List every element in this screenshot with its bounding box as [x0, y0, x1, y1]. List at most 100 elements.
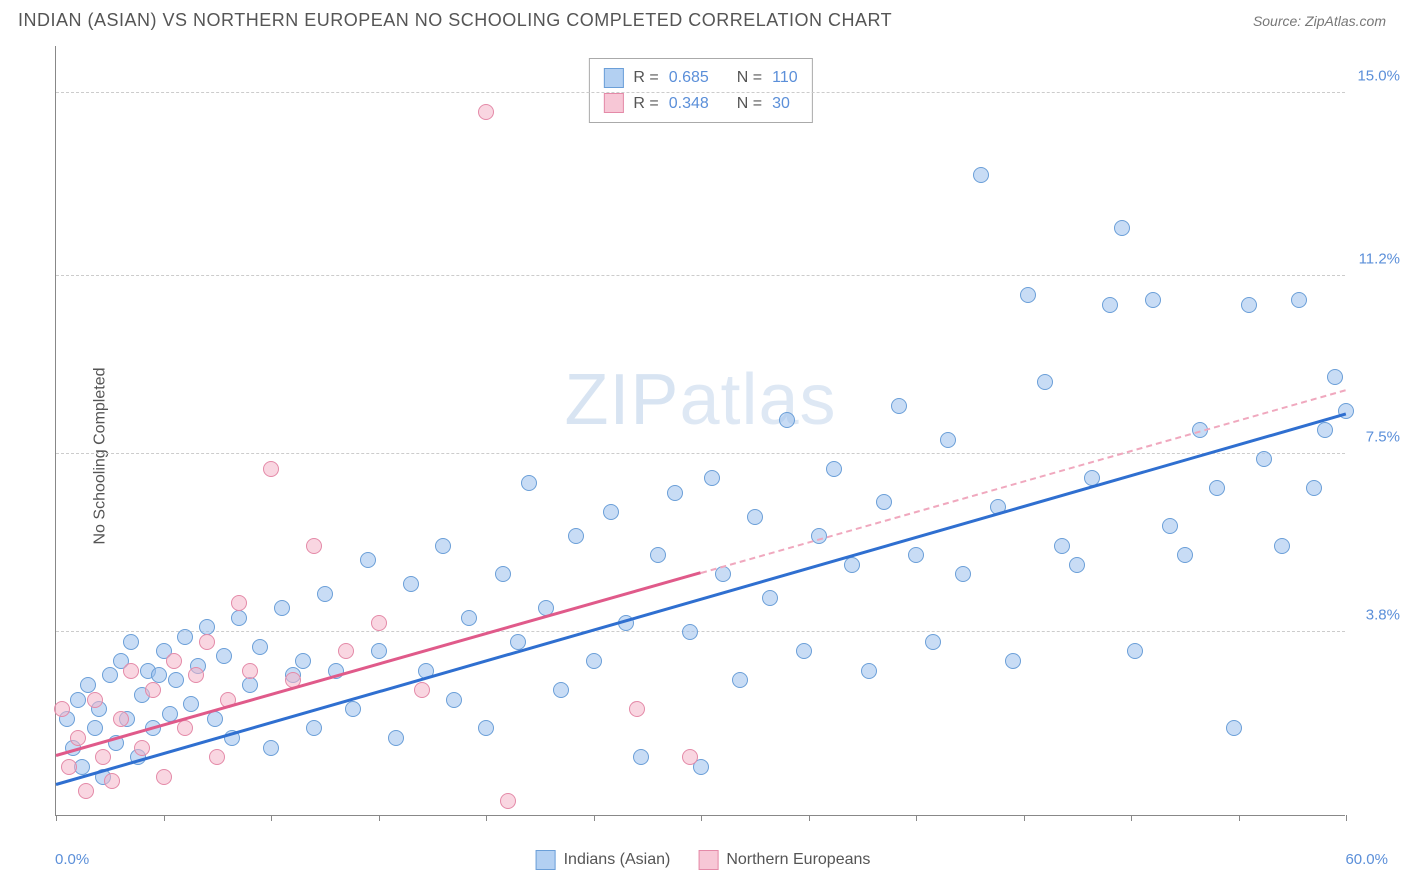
- chart-area: No Schooling Completed ZIPatlas R =0.685…: [0, 36, 1406, 876]
- regression-line: [701, 390, 1347, 575]
- data-point: [61, 759, 77, 775]
- y-tick-label: 3.8%: [1350, 607, 1400, 624]
- data-point: [955, 566, 971, 582]
- data-point: [861, 663, 877, 679]
- data-point: [123, 663, 139, 679]
- y-tick-label: 7.5%: [1350, 429, 1400, 446]
- x-tick: [1131, 815, 1132, 821]
- stat-n-value: 110: [772, 65, 798, 91]
- data-point: [908, 547, 924, 563]
- data-point: [102, 667, 118, 683]
- data-point: [876, 494, 892, 510]
- data-point: [553, 682, 569, 698]
- data-point: [70, 730, 86, 746]
- data-point: [242, 677, 258, 693]
- data-point: [891, 398, 907, 414]
- plot-region: ZIPatlas R =0.685N =110R =0.348N =30 3.8…: [55, 46, 1345, 816]
- data-point: [371, 615, 387, 631]
- data-point: [168, 672, 184, 688]
- stats-legend-box: R =0.685N =110R =0.348N =30: [588, 58, 812, 123]
- data-point: [568, 528, 584, 544]
- data-point: [177, 629, 193, 645]
- watermark-atlas: atlas: [679, 360, 836, 440]
- data-point: [338, 643, 354, 659]
- data-point: [177, 720, 193, 736]
- data-point: [500, 793, 516, 809]
- data-point: [252, 639, 268, 655]
- data-point: [762, 590, 778, 606]
- data-point: [1162, 518, 1178, 534]
- data-point: [95, 749, 111, 765]
- legend-item: Northern Europeans: [698, 850, 870, 870]
- data-point: [78, 783, 94, 799]
- data-point: [231, 610, 247, 626]
- data-point: [495, 566, 511, 582]
- data-point: [682, 624, 698, 640]
- data-point: [317, 586, 333, 602]
- data-point: [274, 600, 290, 616]
- x-tick: [1346, 815, 1347, 821]
- stat-r-value: 0.348: [669, 91, 709, 117]
- data-point: [1005, 653, 1021, 669]
- x-tick: [379, 815, 380, 821]
- stat-r-value: 0.685: [669, 65, 709, 91]
- x-tick: [809, 815, 810, 821]
- stat-r-label: R =: [633, 65, 658, 91]
- gridline: [56, 92, 1345, 93]
- gridline: [56, 275, 1345, 276]
- data-point: [345, 701, 361, 717]
- data-point: [826, 461, 842, 477]
- data-point: [263, 740, 279, 756]
- data-point: [360, 552, 376, 568]
- data-point: [306, 538, 322, 554]
- data-point: [1037, 374, 1053, 390]
- data-point: [732, 672, 748, 688]
- data-point: [87, 692, 103, 708]
- stats-row: R =0.685N =110: [603, 65, 797, 91]
- x-tick: [271, 815, 272, 821]
- legend: Indians (Asian) Northern Europeans: [536, 850, 871, 870]
- legend-label: Indians (Asian): [564, 851, 671, 869]
- data-point: [216, 648, 232, 664]
- data-point: [1291, 292, 1307, 308]
- x-axis-min-label: 0.0%: [55, 851, 89, 868]
- data-point: [925, 634, 941, 650]
- data-point: [414, 682, 430, 698]
- data-point: [478, 104, 494, 120]
- data-point: [1317, 422, 1333, 438]
- data-point: [521, 475, 537, 491]
- legend-swatch: [698, 850, 718, 870]
- stats-row: R =0.348N =30: [603, 91, 797, 117]
- data-point: [145, 682, 161, 698]
- x-tick: [56, 815, 57, 821]
- data-point: [1114, 220, 1130, 236]
- data-point: [113, 711, 129, 727]
- data-point: [156, 769, 172, 785]
- x-tick: [486, 815, 487, 821]
- x-tick: [164, 815, 165, 821]
- gridline: [56, 631, 1345, 632]
- data-point: [388, 730, 404, 746]
- x-tick: [1024, 815, 1025, 821]
- data-point: [306, 720, 322, 736]
- data-point: [242, 663, 258, 679]
- series-swatch: [603, 68, 623, 88]
- data-point: [461, 610, 477, 626]
- y-tick-label: 11.2%: [1350, 251, 1400, 268]
- data-point: [633, 749, 649, 765]
- data-point: [188, 667, 204, 683]
- data-point: [940, 432, 956, 448]
- data-point: [70, 692, 86, 708]
- legend-item: Indians (Asian): [536, 850, 671, 870]
- data-point: [199, 634, 215, 650]
- chart-title: INDIAN (ASIAN) VS NORTHERN EUROPEAN NO S…: [18, 10, 892, 31]
- x-tick: [594, 815, 595, 821]
- data-point: [435, 538, 451, 554]
- data-point: [796, 643, 812, 659]
- data-point: [1020, 287, 1036, 303]
- x-tick: [916, 815, 917, 821]
- data-point: [1274, 538, 1290, 554]
- data-point: [1069, 557, 1085, 573]
- data-point: [209, 749, 225, 765]
- data-point: [629, 701, 645, 717]
